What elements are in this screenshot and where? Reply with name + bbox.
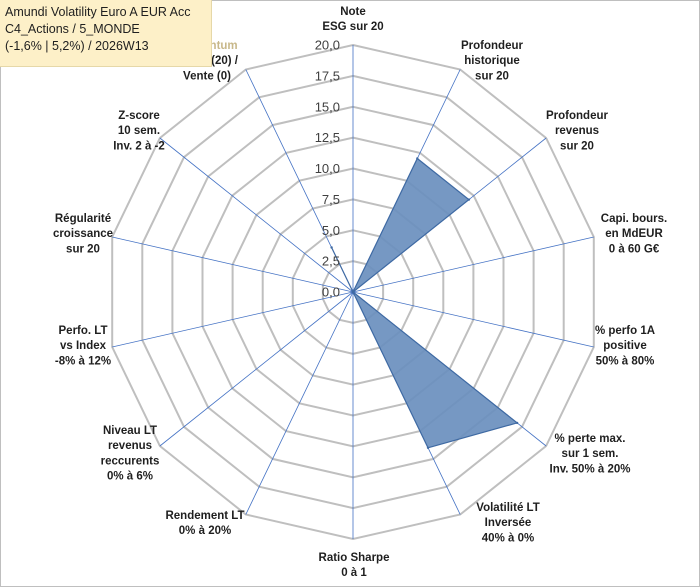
axis-label: Capi. bours. en MdEUR 0 à 60 G€ [601,213,667,255]
r-tick-label: 0,0 [322,285,340,300]
axis-spoke [112,291,354,348]
r-tick-label: 10,0 [315,161,340,176]
data-point [351,290,355,294]
axis-label: Régularité croissance sur 20 [53,213,113,255]
axis-spoke [159,291,354,447]
axis-label: Perfo. LT vs Index -8% à 12% [55,325,111,367]
fund-period: (-1,6% | 5,2%) / 2026W13 [5,39,149,53]
r-tick-label: 5,0 [322,223,340,238]
axis-label: Profondeur revenus sur 20 [546,110,608,152]
r-tick-label: 7,5 [322,192,340,207]
axis-label: Ratio Sharpe 0 à 1 [319,552,390,579]
axis-label: % perfo 1A positive 50% à 80% [595,325,655,367]
data-point [426,446,430,449]
axis-label: Volatilité LT Inversée 40% à 0% [476,502,539,544]
axis-label: Z-score 10 sem. Inv. 2 à -2 [113,110,165,152]
fund-name: Amundi Volatility Euro A EUR Acc [5,5,191,19]
axis-spoke [352,236,594,293]
data-series-area [331,157,519,449]
fund-title-box: Amundi Volatility Euro A EUR Acc C4_Acti… [0,0,212,67]
data-point [467,198,471,201]
axis-label: % perte max. sur 1 sem. Inv. 50% à 20% [550,433,631,475]
axis-label: Profondeur historique sur 20 [461,40,523,82]
axis-label: Note ESG sur 20 [322,6,383,33]
axis-spoke [245,291,354,515]
axis-spoke [352,291,594,348]
r-tick-label: 17,5 [315,68,340,83]
r-tick-label: 12,5 [315,130,340,145]
r-tick-label: 15,0 [315,99,340,114]
r-tick-label: 20,0 [315,38,340,53]
axis-spoke [112,236,354,293]
data-point [515,421,519,425]
r-tick-label: 2,5 [322,254,340,269]
axis-spoke [159,137,354,293]
data-point [416,157,419,160]
data-point [330,246,333,249]
axis-label: Rendement LT 0% à 20% [165,510,244,537]
axis-label: Niveau LT revenus reccurents 0% à 6% [101,425,160,483]
fund-category: C4_Actions / 5_MONDE [5,22,140,36]
